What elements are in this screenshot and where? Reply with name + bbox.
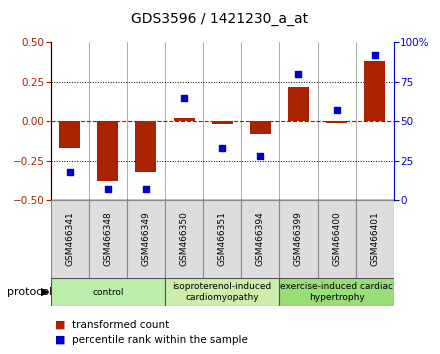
Text: transformed count: transformed count — [72, 320, 169, 330]
Bar — [89, 200, 127, 278]
Text: ■: ■ — [55, 335, 66, 345]
Bar — [318, 200, 356, 278]
Point — [104, 186, 111, 192]
Bar — [203, 200, 241, 278]
Bar — [279, 200, 318, 278]
Bar — [356, 200, 394, 278]
Bar — [279, 278, 394, 306]
Text: GSM466399: GSM466399 — [294, 211, 303, 267]
Bar — [165, 278, 279, 306]
Text: GDS3596 / 1421230_a_at: GDS3596 / 1421230_a_at — [132, 12, 308, 27]
Text: protocol: protocol — [7, 287, 52, 297]
Text: percentile rank within the sample: percentile rank within the sample — [72, 335, 248, 345]
Bar — [136, 121, 157, 172]
Point — [180, 95, 187, 101]
Point — [66, 169, 73, 175]
Text: GSM466401: GSM466401 — [370, 212, 379, 266]
Bar — [288, 87, 309, 121]
Text: GSM466351: GSM466351 — [218, 211, 227, 267]
Bar — [364, 61, 385, 121]
Bar — [51, 278, 165, 306]
Point — [295, 71, 302, 77]
Bar — [97, 121, 118, 181]
Text: control: control — [92, 287, 124, 297]
Bar — [127, 200, 165, 278]
Text: GSM466348: GSM466348 — [103, 212, 112, 266]
Point — [219, 145, 226, 151]
Text: exercise-induced cardiac
hypertrophy: exercise-induced cardiac hypertrophy — [280, 282, 393, 302]
Text: GSM466394: GSM466394 — [256, 212, 265, 266]
Text: GSM466349: GSM466349 — [141, 212, 150, 266]
Text: GSM466350: GSM466350 — [180, 211, 189, 267]
Point — [333, 107, 340, 113]
Text: GSM466400: GSM466400 — [332, 212, 341, 266]
Bar — [326, 121, 347, 123]
Text: ▶: ▶ — [40, 287, 49, 297]
Bar — [165, 200, 203, 278]
Bar — [241, 200, 279, 278]
Point — [143, 186, 150, 192]
Point — [257, 153, 264, 159]
Bar — [51, 200, 89, 278]
Bar — [250, 121, 271, 134]
Text: isoproterenol-induced
cardiomyopathy: isoproterenol-induced cardiomyopathy — [172, 282, 272, 302]
Bar — [174, 118, 194, 121]
Text: ■: ■ — [55, 320, 66, 330]
Bar — [212, 121, 233, 124]
Point — [371, 52, 378, 58]
Text: GSM466341: GSM466341 — [65, 212, 74, 266]
Bar — [59, 121, 80, 148]
